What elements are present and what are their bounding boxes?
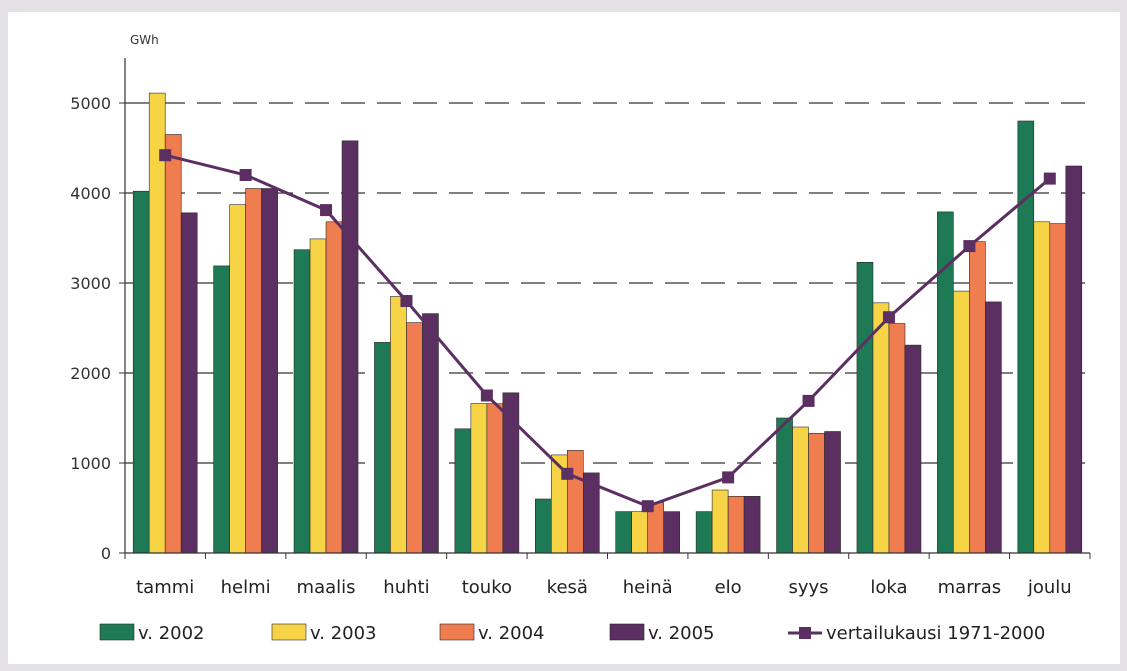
legend-label: v. 2004 [478,623,545,644]
bar [743,495,761,554]
bar [727,495,745,554]
y-tick-label: 4000 [70,184,111,203]
reference-line-marker [400,295,413,307]
y-tick-label: 5000 [70,94,111,113]
x-category-label: loka [870,577,907,598]
bar [293,249,311,554]
y-tick-label: 1000 [70,454,111,473]
bar [325,221,343,554]
bar [486,403,504,554]
x-category-label: joulu [1027,577,1072,598]
bar [776,417,793,554]
legend-label: v. 2005 [648,623,715,644]
reference-line-marker [882,311,895,324]
bar [711,489,729,554]
bar [856,261,874,554]
legend-label: vertailukausi 1971-2000 [826,623,1045,644]
bar [180,212,198,554]
bar [566,450,584,554]
reference-line-marker [722,471,735,484]
x-category-label: marras [938,577,1001,598]
bar [229,204,246,554]
reference-line-marker [963,240,976,253]
bar [309,238,327,554]
legend-label: v. 2002 [138,623,205,644]
bar [454,428,472,554]
reference-line-marker [641,500,654,513]
bar [245,188,262,554]
legend: v. 2002 v. 2003 v. 2004 v. 2005 vertailukaus… [99,623,1045,644]
x-category-label: tammi [136,577,194,598]
x-category-label: maalis [297,577,356,598]
legend-swatch [609,623,645,641]
y-unit-label: GWh [130,33,159,47]
reference-line-marker [239,169,252,181]
x-category-label: kesä [547,577,588,598]
bar-layer [132,92,1083,554]
x-category-label: elo [715,577,742,598]
reference-line [164,153,1051,508]
bar [390,296,407,554]
y-tick-label: 0 [101,544,111,563]
bar [406,322,423,554]
bar [470,403,488,554]
bar [695,511,713,554]
legend-label: v. 2003 [310,623,377,644]
bar [824,431,841,554]
x-category-label: helmi [221,577,271,598]
bar [1065,165,1083,554]
reference-line-marker [480,389,493,402]
bar [1017,120,1035,554]
reference-line-marker [159,149,172,162]
bar [261,188,278,554]
reference-line-marker [320,204,333,217]
x-category-label: touko [462,577,512,598]
reference-line-marker [561,467,574,480]
bar [341,140,359,554]
bar [132,190,150,554]
reference-line-marker [802,394,815,407]
bar [213,265,230,554]
bar [164,134,182,554]
y-tick-label: 2000 [70,364,111,383]
bar [985,301,1002,554]
x-category-label: syys [789,577,829,598]
bar [422,313,439,554]
line-layer [159,149,1056,513]
bar [953,290,970,554]
legend-swatch [271,623,307,641]
bar [1049,223,1067,554]
bar [1033,221,1051,554]
bar [872,302,890,554]
bar [615,511,633,554]
bar [534,498,552,554]
bar [148,92,166,554]
legend-line-marker [799,627,811,639]
bar [792,426,809,554]
legend-swatch [99,623,135,641]
reference-line-marker [1043,172,1056,185]
legend-swatch [439,623,475,641]
bar [663,511,681,554]
bar [374,342,391,554]
x-category-label: heinä [623,577,673,598]
label-layer: 0 1000 2000 3000 4000 5000 GWh tammi helmi maalis… [70,33,1071,598]
bar [631,511,649,554]
bar [969,241,986,554]
bar [888,323,906,554]
axis-layer [119,58,1091,559]
bar [904,344,922,554]
bar [808,432,825,554]
y-tick-label: 3000 [70,274,111,293]
x-category-label: huhti [383,577,429,598]
